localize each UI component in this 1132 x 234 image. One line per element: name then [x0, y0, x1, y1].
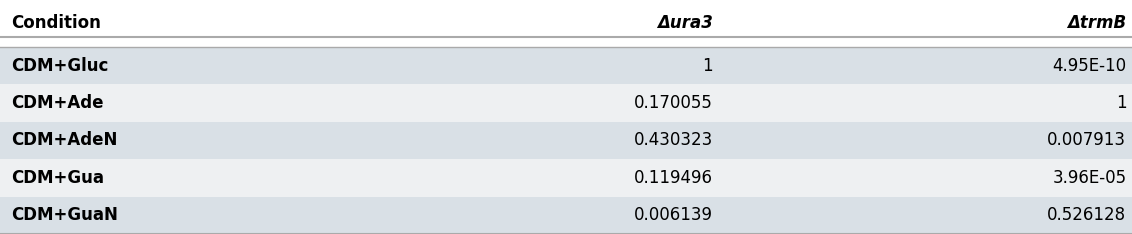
Text: Δura3: Δura3	[658, 15, 713, 32]
Bar	[0, 84, 1132, 122]
Text: CDM+Gluc: CDM+Gluc	[11, 57, 109, 74]
Text: 3.96E-05: 3.96E-05	[1053, 169, 1126, 187]
Text: CDM+AdeN: CDM+AdeN	[11, 132, 118, 149]
Text: CDM+Ade: CDM+Ade	[11, 94, 104, 112]
Text: CDM+GuaN: CDM+GuaN	[11, 206, 118, 224]
Text: 1: 1	[1116, 94, 1126, 112]
Bar	[0, 159, 1132, 197]
Text: 0.430323: 0.430323	[634, 132, 713, 149]
Text: 1: 1	[703, 57, 713, 74]
Text: 4.95E-10: 4.95E-10	[1053, 57, 1126, 74]
Bar	[0, 197, 1132, 234]
Bar	[0, 0, 1132, 47]
Text: Condition: Condition	[11, 15, 101, 32]
Text: 0.007913: 0.007913	[1047, 132, 1126, 149]
Text: 0.170055: 0.170055	[634, 94, 713, 112]
Bar	[0, 122, 1132, 159]
Text: ΔtrmB: ΔtrmB	[1067, 15, 1126, 32]
Text: 0.119496: 0.119496	[634, 169, 713, 187]
Bar	[0, 47, 1132, 84]
Text: 0.006139: 0.006139	[634, 206, 713, 224]
Text: 0.526128: 0.526128	[1047, 206, 1126, 224]
Text: CDM+Gua: CDM+Gua	[11, 169, 104, 187]
